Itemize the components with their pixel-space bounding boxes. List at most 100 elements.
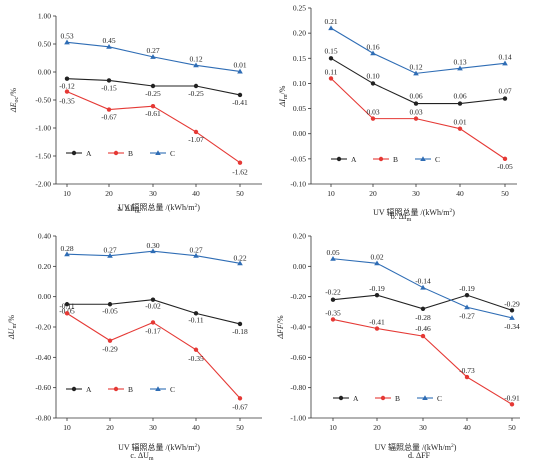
y-tick-label: 0.15: [293, 54, 306, 63]
y-tick-label: -0.40: [35, 353, 51, 362]
legend-marker: [113, 386, 119, 392]
data-point-C: [509, 315, 515, 320]
data-point-B: [64, 89, 70, 94]
data-label-B: 0.03: [409, 108, 422, 117]
data-point-B: [237, 396, 243, 401]
data-point-C: [237, 260, 243, 266]
y-axis-label: ΔIm/%: [278, 85, 289, 107]
data-point-B: [107, 338, 113, 343]
x-tick-label: 10: [63, 189, 71, 198]
legend-entry-B: B: [373, 155, 398, 164]
panel-caption: c. ΔUm: [130, 451, 153, 462]
data-label-C: 0.12: [409, 62, 422, 71]
data-label-C: 0.14: [498, 52, 511, 61]
legend-entry-C: C: [415, 155, 440, 164]
y-tick-label: 0.10: [293, 79, 306, 88]
data-point-A: [237, 321, 243, 327]
data-label-C: 0.13: [453, 57, 466, 66]
legend-label: B: [393, 155, 398, 164]
data-point-C: [370, 50, 376, 56]
legend-label: A: [86, 385, 92, 394]
data-point-B: [193, 347, 199, 352]
y-tick-label: -2.00: [35, 180, 51, 189]
data-label-A: -0.28: [415, 313, 431, 322]
legend-entry-A: A: [333, 394, 359, 403]
x-tick-label: 20: [105, 189, 113, 198]
data-label-A: -0.02: [145, 302, 161, 311]
y-tick-label: -1.50: [35, 152, 51, 161]
y-tick-label: 0.00: [293, 262, 306, 271]
data-point-C: [413, 70, 419, 76]
data-point-B: [374, 326, 380, 331]
data-point-A: [64, 302, 70, 307]
y-tick-label: -0.20: [35, 323, 51, 332]
legend-marker: [378, 156, 384, 162]
x-tick-label: 30: [419, 423, 427, 432]
x-tick-label: 30: [412, 189, 420, 198]
x-tick-label: 30: [149, 423, 157, 432]
legend-label: C: [170, 385, 175, 394]
data-point-A: [457, 101, 463, 106]
data-point-C: [64, 39, 70, 45]
data-point-A: [193, 83, 199, 89]
y-tick-label: 0.20: [293, 29, 306, 38]
data-point-A: [328, 56, 334, 61]
data-point-A: [106, 78, 112, 83]
legend-entry-B: B: [108, 385, 133, 394]
data-point-C: [502, 60, 508, 66]
data-label-C: 0.05: [326, 248, 339, 257]
data-point-C: [106, 44, 112, 49]
data-point-B: [370, 116, 376, 121]
legend-entry-C: C: [150, 149, 175, 158]
data-label-C: -0.14: [415, 277, 431, 286]
data-label-B: -1.07: [188, 135, 204, 144]
legend-marker: [336, 156, 342, 162]
data-label-B: -0.35: [325, 308, 341, 317]
data-point-B: [106, 107, 112, 112]
data-label-A: 0.15: [324, 46, 337, 55]
data-point-B: [150, 320, 156, 325]
data-point-A: [237, 92, 243, 98]
data-label-B: -0.29: [102, 345, 118, 354]
x-tick-label: 50: [508, 423, 516, 432]
legend-label: C: [437, 394, 442, 403]
y-axis-label: ΔUm/%: [7, 315, 18, 340]
data-point-C: [193, 252, 199, 258]
x-tick-label: 40: [456, 189, 464, 198]
data-label-B: -0.05: [497, 162, 513, 171]
data-label-B: 0.11: [325, 67, 338, 76]
y-axis-label: ΔFF/%: [276, 315, 285, 340]
panel-caption: d. ΔFF: [408, 451, 431, 460]
y-tick-label: 0.00: [293, 129, 306, 138]
data-point-B: [502, 156, 508, 162]
data-point-B: [509, 402, 515, 407]
data-point-B: [64, 311, 70, 316]
data-point-A: [107, 302, 113, 307]
data-point-C: [64, 251, 70, 257]
x-axis-label: UV 辐照总量 /(kWh/m2): [118, 202, 200, 212]
legend-entry-A: A: [66, 385, 92, 394]
chart-panel-a: 1.00 0.50 0.00 -0.50 -1.00 -1.50 -2.00 10 20 30 40…: [9, 12, 262, 215]
legend-label: A: [353, 394, 359, 403]
data-point-A: [370, 81, 376, 86]
data-label-A: -0.41: [232, 98, 248, 107]
legend-marker: [155, 150, 161, 155]
data-label-B: 0.03: [366, 108, 379, 117]
legend-label: C: [435, 155, 440, 164]
legend-label: A: [351, 155, 357, 164]
legend-marker: [338, 395, 344, 401]
legend-marker: [155, 386, 161, 391]
chart-panel-d: 0.20 0.00 -0.20 -0.40 -0.60 -0.80 -1.00 10 20 30 4…: [276, 232, 520, 461]
data-point-C: [150, 248, 156, 254]
data-label-C: 0.27: [103, 246, 116, 255]
y-axis-label: ΔEoc/%: [9, 88, 20, 113]
data-label-C: 0.21: [324, 17, 337, 26]
data-label-C: -0.27: [459, 311, 475, 320]
data-label-A: -0.12: [59, 82, 75, 91]
y-tick-label: -0.80: [290, 383, 306, 392]
x-tick-label: 50: [236, 189, 244, 198]
y-tick-label: 0.05: [293, 104, 306, 113]
data-point-B: [464, 374, 470, 380]
legend-label: B: [128, 385, 133, 394]
